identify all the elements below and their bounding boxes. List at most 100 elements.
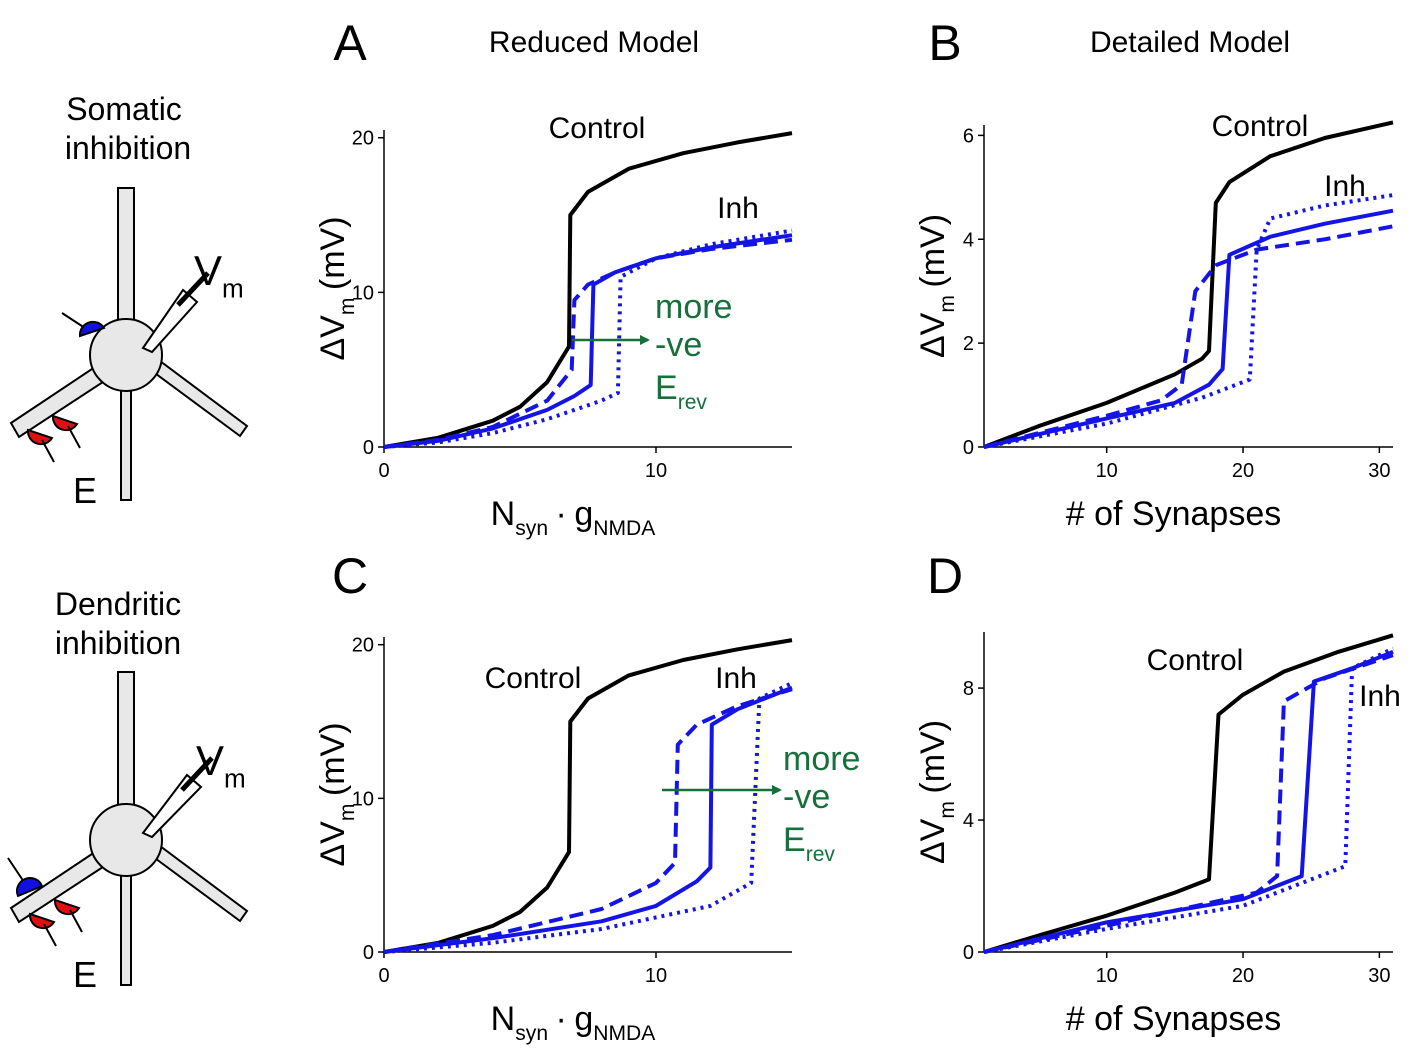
dendrite (146, 841, 249, 923)
series-label: Inh (715, 662, 757, 695)
synapse-label: E (73, 954, 97, 995)
note-text-part: E (655, 369, 678, 407)
note-text: -ve (783, 778, 830, 816)
dendrite (120, 379, 132, 501)
y-tick-label: 0 (963, 942, 974, 964)
neuron-diagram (7, 671, 249, 986)
y-tick-label: 8 (963, 678, 974, 700)
note-text: -ve (655, 326, 702, 364)
electrode-wire (176, 271, 210, 307)
note-text: Erev (655, 369, 707, 414)
excitatory-synapse (26, 428, 54, 446)
x-axis-label-part: NMDA (593, 517, 656, 540)
y-tick-label: 10 (352, 788, 374, 810)
inhibitory-synapse (16, 877, 44, 898)
y-tick-label: 10 (352, 282, 374, 304)
x-tick-label: 0 (378, 965, 389, 987)
diagram-title: Somatic (66, 91, 182, 127)
y-axis-label-part: ΔV (314, 821, 352, 867)
x-axis-label: Nsyn · gNMDA (491, 1000, 657, 1045)
series-label: Inh (1324, 170, 1366, 203)
data-line (383, 685, 793, 954)
electrode-wire (180, 756, 214, 792)
note-text-part: more (783, 740, 860, 778)
excitatory-synapse (28, 912, 56, 930)
note-text-part: -ve (783, 778, 830, 816)
x-axis-label-part: g (574, 1000, 593, 1038)
x-tick-label: 30 (1368, 460, 1390, 482)
column-title: Reduced Model (489, 26, 699, 59)
inhibitory-synapse (78, 320, 106, 338)
y-tick-label: 20 (352, 635, 374, 657)
electrode (141, 773, 203, 839)
y-axis-label-part: (mV) (314, 722, 352, 796)
neuron-diagram (9, 187, 249, 501)
y-axis-label-part: (mV) (914, 720, 952, 794)
data-line (983, 649, 1394, 954)
x-axis-label-part: # of Synapses (1066, 1000, 1281, 1038)
data-line (383, 638, 793, 954)
series-label: Inh (717, 192, 759, 225)
x-axis-label: # of Synapses (1066, 495, 1281, 533)
note-text-part: rev (678, 391, 708, 414)
x-axis-label-part: N (491, 495, 516, 533)
note-text: more (783, 740, 860, 778)
probe-label-part: m (224, 764, 246, 794)
series-label: Control (1147, 644, 1244, 677)
x-axis-label-part: syn (515, 517, 548, 540)
y-axis-label-part: (mV) (314, 216, 352, 290)
y-axis-label-part: m (936, 801, 959, 819)
x-axis-label-part: g (574, 495, 593, 533)
synapse-stem (7, 857, 25, 883)
x-axis-label-part: · (556, 1000, 567, 1038)
excitatory-synapse (53, 898, 81, 916)
x-axis-label: # of Synapses (1066, 1000, 1281, 1038)
dendrite (146, 356, 249, 438)
data-line (983, 193, 1394, 449)
note-text-part: rev (806, 843, 836, 866)
probe-label-part: V (194, 247, 222, 294)
data-line (983, 646, 1394, 954)
x-tick-label: 20 (1232, 965, 1254, 987)
probe-label-part: m (222, 274, 244, 304)
note-text-part: E (783, 821, 806, 859)
data-line (983, 208, 1394, 449)
synapse-stem (43, 923, 57, 947)
data-line (383, 681, 793, 954)
x-tick-label: 20 (1232, 460, 1254, 482)
note-text-part: -ve (655, 326, 702, 364)
y-tick-label: 0 (363, 437, 374, 459)
y-axis-label-part: (mV) (914, 214, 952, 288)
series-label: Control (549, 112, 646, 145)
y-axis-label: ΔVm (mV) (914, 720, 959, 864)
note-text-part: more (655, 288, 732, 326)
data-line (983, 633, 1394, 954)
x-axis-label-part: # of Synapses (1066, 495, 1281, 533)
y-axis-label: ΔVm (mV) (314, 216, 359, 360)
data-line (983, 653, 1394, 954)
excitatory-synapse (51, 414, 79, 432)
y-axis-label-part: ΔV (914, 312, 952, 358)
probe-label: Vm (196, 737, 246, 794)
series-label: Inh (1359, 680, 1401, 713)
panel-label: A (333, 15, 367, 71)
panel-label: C (332, 548, 368, 604)
data-line (983, 120, 1394, 449)
y-axis-label: ΔVm (mV) (914, 214, 959, 358)
dendrite (120, 864, 132, 986)
x-axis-label: Nsyn · gNMDA (491, 495, 657, 540)
series-label: Control (485, 662, 582, 695)
y-tick-label: 4 (963, 810, 974, 832)
y-tick-label: 6 (963, 125, 974, 147)
x-tick-label: 30 (1368, 965, 1390, 987)
y-tick-label: 4 (963, 229, 974, 251)
y-axis-label-part: m (336, 298, 359, 316)
y-tick-label: 2 (963, 333, 974, 355)
panel-label: B (928, 15, 961, 71)
electrode (141, 288, 199, 354)
x-axis-label-part: syn (515, 1022, 548, 1045)
note-text: more (655, 288, 732, 326)
note-text: Erev (783, 821, 835, 866)
